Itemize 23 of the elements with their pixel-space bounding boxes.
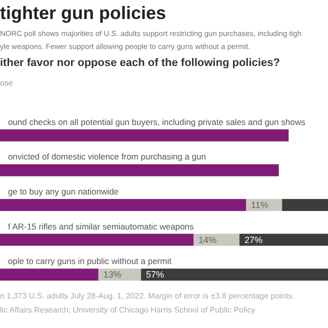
data-label: 11% [251, 200, 268, 210]
y-tick-label: ge to buy any gun nationwide [8, 186, 119, 196]
bar [0, 268, 98, 281]
bar [239, 234, 328, 246]
text: ither favor nor oppose each of the following policies? [0, 57, 280, 69]
bar [0, 164, 279, 176]
y-tick-label: f AR-15 rifles and similar semiautomatic weapons [8, 221, 194, 232]
text: ose [0, 78, 14, 88]
y-tick-label: ople to carry guns in public without a permit [8, 256, 172, 266]
bar [141, 268, 328, 281]
bar [0, 234, 194, 246]
text: lic Affairs Research; University of Chicago Harris School of Public Policy [0, 306, 256, 314]
data-label: 14% [198, 234, 217, 245]
bar [0, 199, 246, 211]
data-label: 57% [146, 270, 164, 280]
bar [0, 129, 289, 142]
y-tick-label: onvicted of domestic violence from purchasing a gun [8, 152, 206, 162]
bar [282, 199, 328, 211]
data-label: 27% [244, 234, 262, 245]
data-label: 13% [103, 270, 122, 280]
y-tick-label: ound checks on all potential gun buyers, including private sales and gun shows [8, 116, 306, 127]
chart-title: tighter gun policies [0, 3, 166, 23]
text: n 1,373 U.S. adults July 28-Aug. 1, 2022. Margin of error is ±3.8 percentage points. [0, 292, 294, 300]
